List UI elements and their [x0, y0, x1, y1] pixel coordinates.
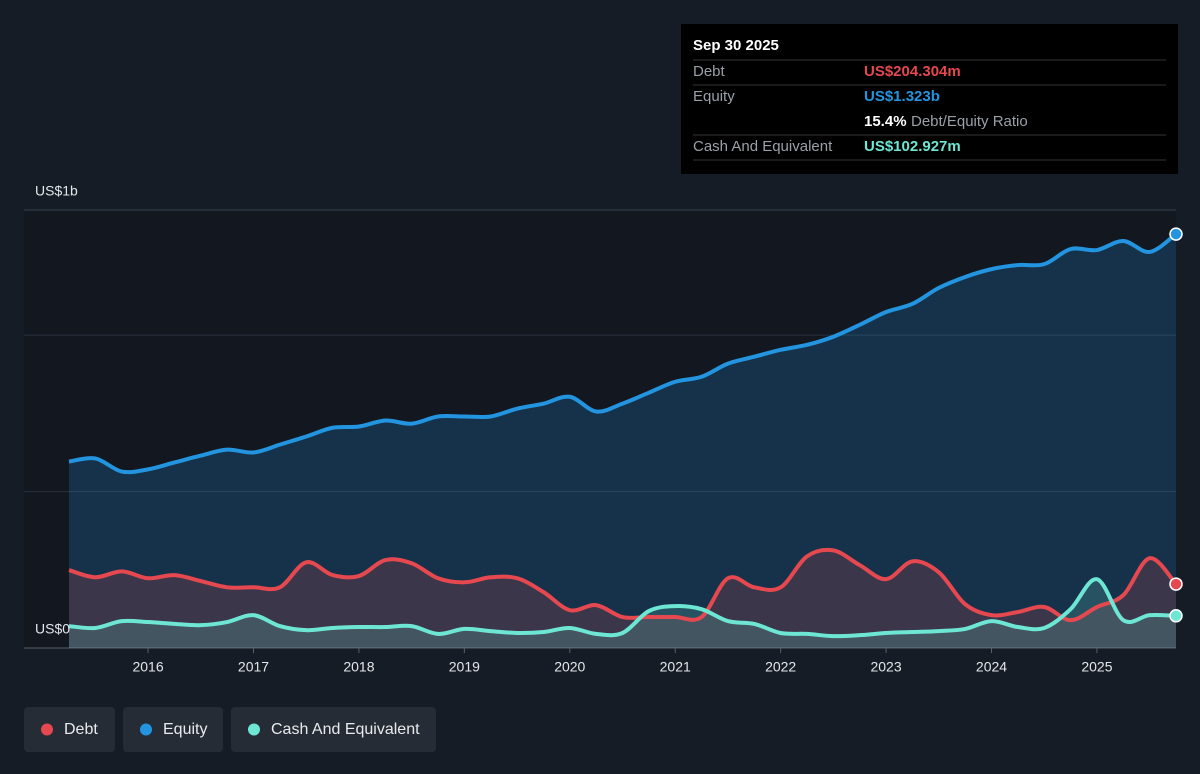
tooltip-box — [681, 24, 1178, 174]
area — [69, 234, 1176, 648]
legend-swatch — [140, 723, 152, 736]
legend-item[interactable]: Cash And Equivalent — [231, 707, 436, 752]
x-tick-label: 2019 — [449, 659, 480, 675]
legend-item[interactable]: Equity — [123, 707, 223, 752]
line — [68, 547, 1178, 623]
tooltip-value: US$204.304m — [864, 63, 961, 80]
area — [69, 549, 1176, 648]
tooltip-value: US$102.927m — [864, 138, 961, 155]
x-tick-label: 2018 — [343, 659, 374, 675]
legend-label: Cash And Equivalent — [271, 721, 420, 738]
x-tick-label: 2016 — [132, 659, 163, 675]
tooltip-label: Cash And Equivalent — [693, 138, 833, 155]
legend-label: Equity — [163, 721, 207, 738]
tooltip-label: Debt — [693, 63, 726, 80]
tooltip-label: Equity — [693, 88, 735, 105]
tooltip-ratio-label: Debt/Equity Ratio — [911, 113, 1028, 130]
x-tick-label: 2020 — [554, 659, 585, 675]
tooltip-ratio: 15.4% — [864, 113, 907, 130]
y-tick-label: US$0 — [35, 621, 70, 637]
tooltip: Sep 30 2025 Debt US$204.304m Equity US$1… — [681, 24, 1178, 174]
x-tick-label: 2022 — [765, 659, 796, 675]
x-tick-label: 2017 — [238, 659, 269, 675]
x-tick-label: 2023 — [870, 659, 901, 675]
line — [68, 232, 1178, 475]
x-tick-label: 2021 — [660, 659, 691, 675]
legend-item[interactable]: Debt — [24, 707, 115, 752]
legend-label: Debt — [64, 721, 98, 738]
x-tick-label: 2025 — [1081, 659, 1112, 675]
y-tick-label: US$1b — [35, 183, 78, 199]
tooltip-value: US$1.323b — [864, 88, 940, 105]
end-point — [1169, 609, 1183, 623]
x-tick-label: 2024 — [976, 659, 1007, 675]
legend-button[interactable] — [123, 707, 223, 752]
area — [69, 579, 1176, 648]
end-point — [1169, 227, 1183, 241]
legend-swatch — [41, 723, 53, 736]
plot-area — [24, 210, 1176, 648]
line — [68, 577, 1177, 639]
legend-button[interactable] — [231, 707, 436, 752]
legend-button[interactable] — [24, 707, 115, 752]
end-point — [1169, 577, 1183, 591]
tooltip-date: Sep 30 2025 — [693, 37, 779, 54]
legend-swatch — [248, 723, 260, 736]
